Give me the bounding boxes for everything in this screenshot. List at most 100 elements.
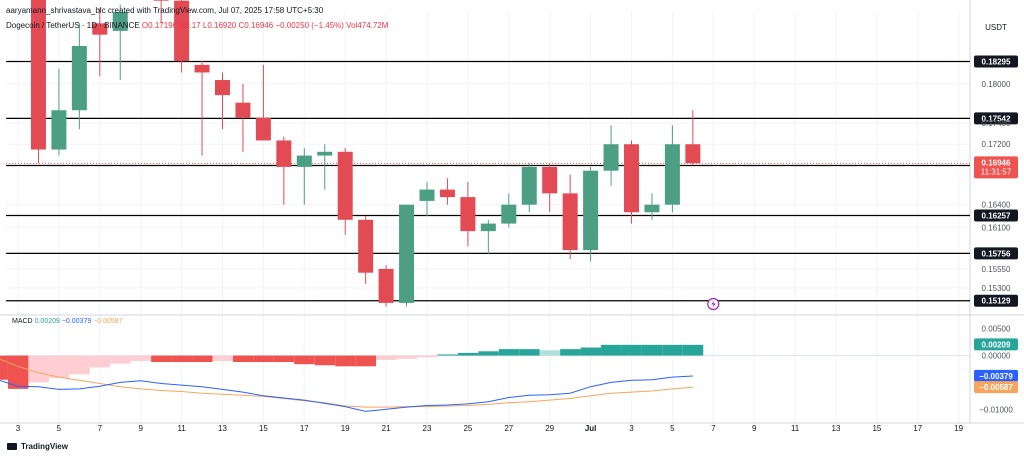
time-axis-tick: 23 bbox=[423, 424, 432, 433]
symbol-title[interactable]: Dogecoin / TetherUS · 1D · BINANCE bbox=[6, 21, 140, 30]
chart-credit: aaryamann_shrivastava_blc created with T… bbox=[6, 6, 324, 15]
time-axis-tick: 11 bbox=[177, 424, 186, 433]
macd-histogram-bar bbox=[273, 355, 295, 363]
time-axis-tick: 13 bbox=[218, 424, 227, 433]
candle-body bbox=[92, 23, 108, 35]
candle-body bbox=[624, 144, 639, 213]
candle-body bbox=[255, 117, 271, 141]
time-axis-tick: 7 bbox=[711, 424, 716, 433]
macd-histogram-bar bbox=[28, 355, 49, 383]
tradingview-logo[interactable]: TradingView bbox=[7, 442, 68, 451]
time-axis-tick: 3 bbox=[16, 424, 21, 433]
macd-axis-tick: 0.00500 bbox=[982, 325, 1011, 334]
macd-value-tag bbox=[974, 369, 1018, 382]
candle-body bbox=[112, 12, 128, 31]
level-price-label: 0.16257 bbox=[982, 212, 1011, 221]
macd-title[interactable]: MACD bbox=[12, 318, 33, 325]
macd-histogram-bar bbox=[110, 355, 131, 364]
macd-histogram-bar bbox=[89, 355, 111, 368]
time-axis-tick: 9 bbox=[752, 424, 757, 433]
currency-label: USDT bbox=[985, 23, 1007, 32]
time-axis-tick: 29 bbox=[545, 424, 554, 433]
level-price-label: 0.18295 bbox=[982, 57, 1011, 66]
candle-body bbox=[664, 144, 680, 205]
level-price-tag bbox=[974, 112, 1018, 125]
macd-histogram-bar bbox=[376, 355, 397, 360]
macd-histogram-bar bbox=[192, 355, 213, 363]
candle-body bbox=[644, 204, 660, 213]
macd-signal-value: −0.00587 bbox=[93, 318, 123, 325]
close-value: C0.16946 bbox=[238, 21, 274, 30]
candle-body bbox=[235, 102, 251, 118]
candle-body bbox=[153, 0, 169, 1]
candle-body bbox=[583, 170, 599, 251]
macd-histogram-bar bbox=[232, 355, 254, 363]
lightning-glyph bbox=[711, 300, 716, 308]
signal-value-label: −0.00587 bbox=[979, 383, 1013, 392]
time-axis-tick: 3 bbox=[629, 424, 634, 433]
volume-value: Vol474.72M bbox=[346, 21, 389, 30]
macd-value-label: −0.00379 bbox=[979, 372, 1013, 381]
high-value: H0.17 bbox=[179, 21, 201, 30]
macd-histogram-bar bbox=[130, 355, 152, 361]
macd-histogram-bar bbox=[437, 354, 458, 356]
time-axis: 3 5 7 9 11 13 15 17 19 21 23 25 27 29 Jul 3 5 7 9 11 13 15 17 1… bbox=[16, 424, 964, 433]
macd-histogram-bar bbox=[48, 355, 70, 379]
event-marker[interactable] bbox=[707, 297, 720, 311]
price-axis-tick: 0.16100 bbox=[982, 223, 1011, 232]
candle-body bbox=[378, 268, 394, 303]
price-axis: 0.182950.175420.169190.162570.157560.151… bbox=[974, 23, 1018, 414]
macd-histogram-bar bbox=[335, 355, 356, 367]
level-price-tag bbox=[974, 209, 1018, 222]
macd-hist-label: 0.00209 bbox=[982, 340, 1011, 349]
macd-histogram-bar bbox=[580, 347, 601, 356]
macd-histogram-bar bbox=[253, 355, 274, 363]
macd-histogram-bar bbox=[212, 355, 233, 361]
candle-body bbox=[30, 0, 46, 150]
time-axis-tick: 21 bbox=[382, 424, 391, 433]
price-axis-tick: 0.17480 bbox=[982, 119, 1011, 128]
macd-histogram-bar bbox=[0, 355, 8, 380]
macd-histogram-bar bbox=[355, 355, 377, 367]
macd-histogram-bar bbox=[498, 349, 520, 356]
price-axis-tick: 0.17200 bbox=[982, 140, 1011, 149]
candle-body bbox=[215, 80, 230, 96]
macd-histogram-bar bbox=[171, 355, 192, 363]
last-price-tag bbox=[974, 156, 1018, 179]
horizontal-levels bbox=[6, 60, 970, 302]
level-price-label: 0.17542 bbox=[982, 114, 1011, 123]
time-axis-tick: 7 bbox=[98, 424, 103, 433]
time-axis-tick: 5 bbox=[670, 424, 675, 433]
level-price-label: 0.15129 bbox=[982, 297, 1011, 306]
macd-histogram-bar bbox=[457, 352, 479, 356]
time-axis-tick: 17 bbox=[913, 424, 922, 433]
candle-body bbox=[296, 155, 312, 167]
level-price-tag bbox=[974, 55, 1018, 68]
macd-histogram-bar bbox=[151, 355, 172, 363]
price-axis-tick: 0.15300 bbox=[982, 284, 1011, 293]
candle-body bbox=[685, 144, 701, 164]
bar-countdown-label: 11:31:57 bbox=[981, 167, 1012, 176]
time-axis-tick: 13 bbox=[832, 424, 841, 433]
time-axis-tick: 15 bbox=[872, 424, 881, 433]
macd-signal-line bbox=[0, 358, 693, 408]
time-axis-tick: 19 bbox=[341, 424, 350, 433]
macd-axis-tick: −0.01000 bbox=[979, 405, 1013, 414]
time-axis-tick: 25 bbox=[463, 424, 472, 433]
candle-body bbox=[419, 189, 435, 201]
candle-body bbox=[603, 144, 619, 171]
macd-histogram-bar bbox=[314, 355, 336, 366]
macd-histogram-bar bbox=[396, 355, 417, 359]
macd-hist-value: 0.00209 bbox=[34, 318, 60, 325]
candle-body bbox=[194, 64, 210, 73]
macd-histogram-bar bbox=[539, 350, 561, 356]
candle-body bbox=[51, 110, 67, 150]
macd-hist-tag bbox=[974, 338, 1018, 351]
logo-text: TradingView bbox=[21, 442, 68, 451]
macd-histogram-bar bbox=[69, 355, 90, 375]
time-axis-tick: 11 bbox=[791, 424, 800, 433]
macd-line-value: −0.00379 bbox=[61, 318, 92, 325]
level-price-tag bbox=[974, 247, 1018, 260]
time-axis-tick: 17 bbox=[300, 424, 309, 433]
